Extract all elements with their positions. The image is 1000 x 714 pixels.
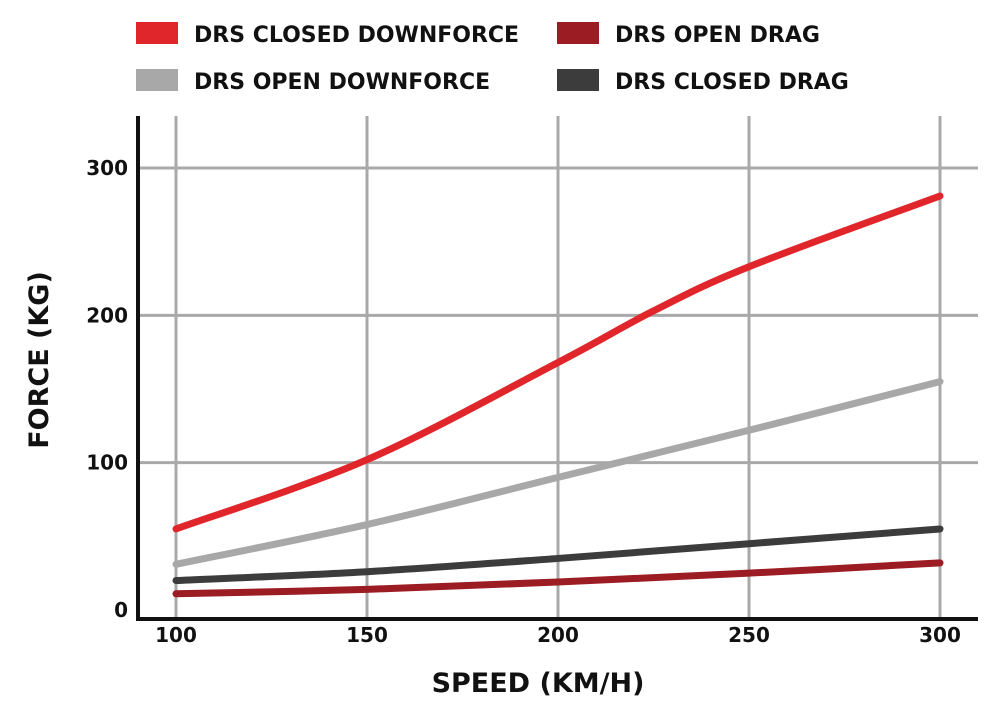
x-tick-label-300: 300 [919, 623, 961, 647]
legend-label-drs-closed-downforce: DRS CLOSED DOWNFORCE [194, 23, 519, 48]
legend-label-drs-closed-drag: DRS CLOSED DRAG [615, 70, 849, 95]
y-tick-label-300: 300 [86, 156, 128, 180]
legend-label-drs-open-downforce: DRS OPEN DOWNFORCE [194, 70, 490, 95]
y-axis-title: FORCE (KG) [24, 271, 55, 449]
legend: DRS CLOSED DOWNFORCE DRS OPEN DRAG DRS OPE… [136, 22, 849, 95]
legend-swatch-drs-closed-drag [557, 69, 599, 91]
x-tick-label-250: 250 [728, 623, 770, 647]
legend-swatch-drs-open-downforce [136, 69, 178, 91]
series-line-drs-closed-downforce [172, 192, 944, 533]
y-tick-label-0: 0 [114, 598, 128, 622]
legend-swatch-drs-closed-downforce [136, 22, 178, 44]
y-tick-label-200: 200 [86, 303, 128, 327]
legend-label-drs-open-drag: DRS OPEN DRAG [615, 23, 820, 48]
x-tick-label-150: 150 [346, 623, 388, 647]
x-tick-label-200: 200 [537, 623, 579, 647]
grid-lines [138, 116, 978, 619]
axes [136, 116, 978, 621]
y-tick-label-100: 100 [86, 451, 128, 475]
tick-labels: 100 150 200 250 300 0 100 200 300 [86, 156, 961, 647]
series-line-drs-closed-drag [172, 525, 944, 585]
x-tick-label-100: 100 [155, 623, 197, 647]
series-line-drs-open-drag [172, 559, 944, 598]
series-layer [172, 192, 944, 598]
series-line-drs-open-downforce [172, 378, 944, 568]
x-axis-title: SPEED (KM/H) [432, 668, 645, 699]
legend-swatch-drs-open-drag [557, 22, 599, 44]
